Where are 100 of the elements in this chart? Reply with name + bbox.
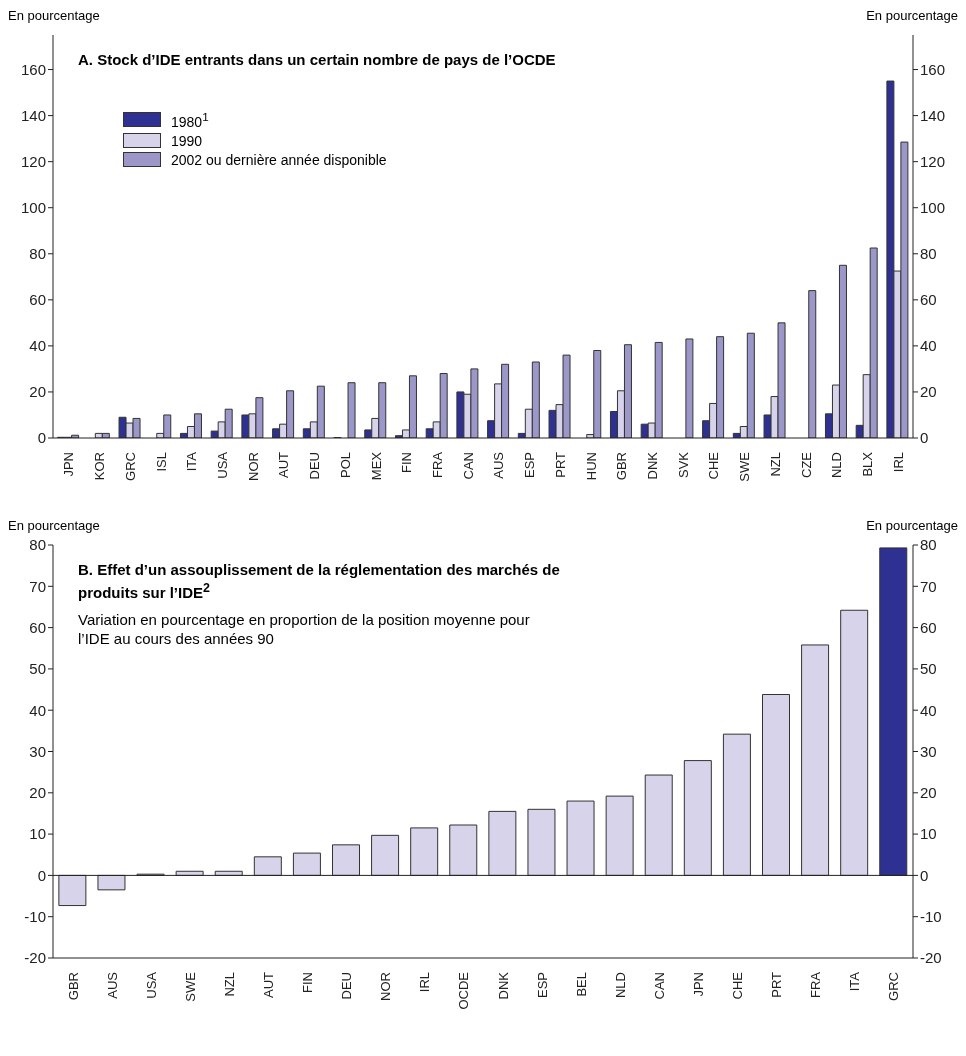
y2-tick-label: 140 (920, 106, 946, 124)
x-tick-label: ESP (522, 452, 538, 479)
y2-tick-label: 160 (920, 60, 946, 78)
x-tick-label: CAN (460, 452, 476, 480)
x-tick-label: AUT (261, 971, 276, 998)
x-tick-label: FRA (429, 451, 445, 478)
y2-tick-label: 80 (920, 245, 937, 263)
y-tick-label: 60 (29, 291, 46, 309)
y2-tick-label: 40 (920, 337, 937, 355)
y-tick-label: 0 (37, 866, 46, 884)
y-tick-label: 40 (29, 337, 46, 355)
y-axis-title: En pourcentage (8, 518, 100, 533)
x-tick-label: NOR (245, 452, 261, 481)
x-tick-label: SVK (675, 451, 691, 479)
y-tick-label: 60 (29, 618, 46, 636)
y2-tick-label: -20 (920, 949, 942, 967)
x-tick-label: SWE (737, 451, 753, 482)
x-tick-label: GRC (122, 452, 138, 481)
y-tick-label: 70 (29, 577, 46, 595)
y-tick-label: 50 (29, 660, 46, 678)
x-tick-label: ISL (153, 452, 169, 472)
x-tick-label: PRT (769, 971, 785, 998)
legend-label: 1980$^{1}$ (171, 110, 209, 130)
text: B. Effet d’un assouplissement de la réglementation des marchés de produits sur l’IDE$^{2}$ (78, 560, 561, 602)
x-tick-label: PRT (552, 451, 568, 478)
x-tick-label: ITA (184, 451, 200, 472)
x-tick-label: DNK (495, 971, 511, 1000)
y2-tick-label: 60 (920, 291, 937, 309)
x-tick-label: BLX (859, 451, 875, 477)
x-tick-label: CHE (730, 971, 746, 1000)
y2-tick-label: 100 (920, 199, 946, 217)
x-tick-label: CZE (798, 451, 814, 478)
x-tick-label: ITA (847, 971, 863, 992)
y-tick-label: 20 (29, 383, 46, 401)
x-tick-label: ESP (534, 972, 550, 999)
y-tick-label: 160 (20, 60, 46, 78)
y-tick-label: -10 (24, 908, 46, 926)
legend-label: 1990 (171, 132, 203, 149)
y2-tick-label: 50 (920, 660, 937, 678)
y-tick-label: 80 (29, 245, 46, 263)
y-tick-label: 80 (29, 536, 46, 554)
y-tick-label: 0 (37, 429, 46, 447)
x-tick-label: HUN (583, 452, 599, 481)
x-tick-label: USA (214, 451, 230, 479)
x-tick-label: FIN (300, 972, 316, 993)
y-axis-title: En pourcentage (8, 8, 100, 23)
text: A. Stock d’IDE entrants dans un certain nombre de pays de l’OCDE (78, 50, 557, 69)
x-tick-label: GBR (65, 972, 81, 1001)
legend-label: 2002 ou dernière année disponible (171, 151, 387, 168)
x-tick-label: MEX (368, 451, 384, 481)
y2-tick-label: 20 (920, 383, 937, 401)
y-tick-label: 10 (29, 825, 46, 843)
x-tick-label: FRA (808, 971, 824, 998)
y2-axis-title: En pourcentage (866, 8, 958, 23)
y2-tick-label: 80 (920, 536, 937, 554)
y-tick-label: -20 (24, 949, 46, 967)
x-tick-label: DEU (339, 972, 355, 1000)
y-tick-label: 140 (20, 106, 46, 124)
x-tick-label: POL (337, 452, 353, 479)
x-tick-label: AUT (276, 451, 292, 478)
x-tick-label: NZL (221, 972, 237, 997)
y2-tick-label: 60 (920, 618, 937, 636)
y2-tick-label: -10 (920, 908, 942, 926)
x-tick-label: FIN (399, 452, 415, 473)
x-tick-label: CAN (651, 972, 667, 1000)
x-tick-label: IRL (417, 972, 433, 993)
x-tick-label: NZL (767, 452, 783, 477)
y2-tick-label: 20 (920, 784, 937, 802)
x-tick-label: GBR (614, 452, 630, 481)
y-tick-label: 120 (20, 152, 46, 170)
x-tick-label: AUS (491, 451, 507, 479)
x-tick-label: USA (143, 971, 159, 999)
y2-axis-title: En pourcentage (866, 518, 958, 533)
y2-tick-label: 30 (920, 742, 937, 760)
y2-tick-label: 120 (920, 152, 946, 170)
x-tick-label: AUS (104, 971, 120, 999)
x-tick-label: CHE (706, 451, 722, 480)
y2-tick-label: 0 (920, 429, 929, 447)
x-tick-label: IRL (890, 452, 906, 473)
y-tick-label: 20 (29, 784, 46, 802)
text: Variation en pourcentage en proportion de la position moyenne pour l’IDE au cours des années 90 (78, 610, 531, 648)
y-tick-label: 40 (29, 701, 46, 719)
x-tick-label: OCDE (456, 971, 472, 1010)
y2-tick-label: 0 (920, 866, 929, 884)
y2-tick-label: 40 (920, 701, 937, 719)
x-tick-label: NOR (378, 972, 394, 1001)
x-tick-label: JPN (691, 972, 706, 997)
y-tick-label: 30 (29, 742, 46, 760)
x-tick-label: SWE (182, 971, 198, 1002)
x-tick-label: JPN (61, 452, 77, 477)
x-tick-label: DEU (307, 452, 323, 480)
x-tick-label: GRC (886, 972, 902, 1001)
x-tick-label: NLD (829, 452, 845, 479)
x-tick-label: BEL (573, 972, 589, 997)
x-tick-label: DNK (644, 451, 660, 480)
y2-tick-label: 70 (920, 577, 937, 595)
y-tick-label: 100 (20, 199, 46, 217)
x-tick-label: NLD (612, 972, 628, 999)
x-tick-label: KOR (92, 452, 108, 481)
y2-tick-label: 10 (920, 825, 937, 843)
